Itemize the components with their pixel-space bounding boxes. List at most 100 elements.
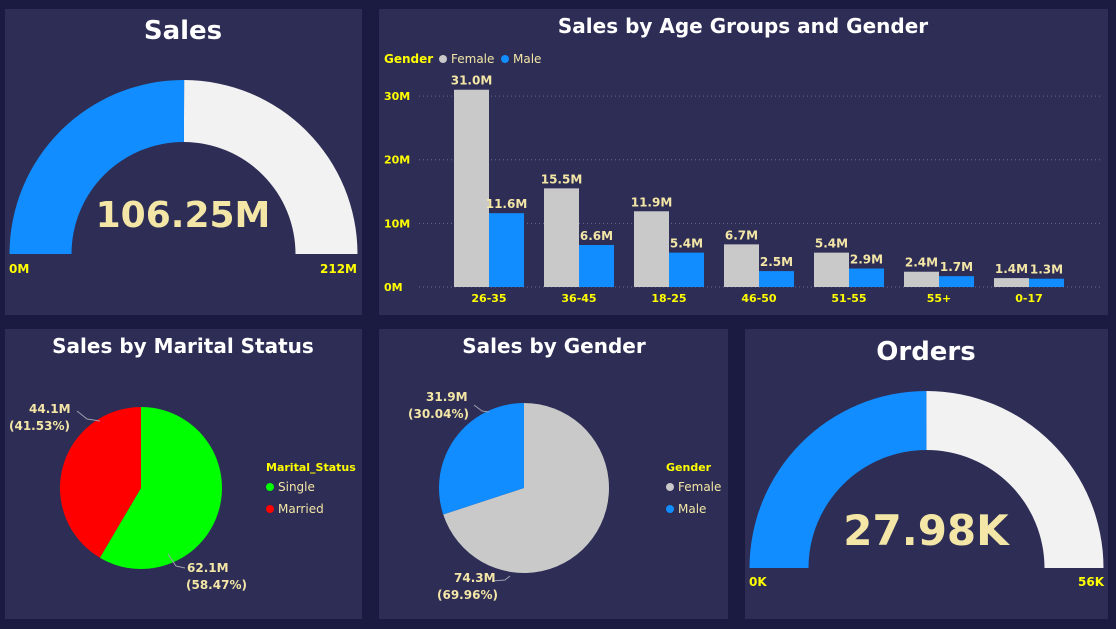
bar-x-axis: 26-35 36-45 18-25 46-50 51-55 55+ 0-17 xyxy=(471,292,1042,305)
female-slice-value-label: 74.3M xyxy=(454,571,496,585)
bar-y-tick-label: 20M xyxy=(384,154,410,167)
bar-x-tick-label: 36-45 xyxy=(561,292,596,305)
marital-legend-married-marker xyxy=(266,505,274,513)
pie-slice-female[interactable] xyxy=(443,403,609,573)
orders-gauge-min-label: 0K xyxy=(749,575,767,589)
marital-pie-slices xyxy=(60,407,223,569)
sales-gauge-max-label: 212M xyxy=(320,262,357,276)
orders-gauge-card: Orders 27.98K 0K 56K xyxy=(745,329,1108,619)
male-slice-percent-label: (30.04%) xyxy=(408,407,469,421)
bar-female-18-25[interactable] xyxy=(634,211,669,287)
marital-pie-title: Sales by Marital Status xyxy=(52,334,314,358)
age-gender-bar-card: Sales by Age Groups and Gender Gender Fe… xyxy=(379,9,1108,315)
gender-legend-title: Gender xyxy=(666,461,712,474)
bar-legend-female-label[interactable]: Female xyxy=(451,52,494,66)
bar-data-label: 11.6M xyxy=(486,197,528,211)
orders-gauge-value: 27.98K xyxy=(843,506,1010,555)
sales-gauge-chart: Sales 106.25M 0M 212M xyxy=(9,16,358,276)
single-slice-value-label: 62.1M xyxy=(187,561,229,575)
bar-legend-female-marker xyxy=(439,55,447,63)
single-leader-line xyxy=(167,553,186,569)
married-slice-value-label: 44.1M xyxy=(29,402,71,416)
bar-data-label: 2.4M xyxy=(905,256,938,270)
bar-data-label: 1.4M xyxy=(995,262,1028,276)
bar-male-18-25[interactable] xyxy=(669,252,704,287)
sales-gauge-fill xyxy=(9,80,185,255)
bar-male-26-35[interactable] xyxy=(489,213,524,287)
bar-female-36-45[interactable] xyxy=(544,188,579,287)
gender-legend-male-label[interactable]: Male xyxy=(678,502,706,516)
bar-legend-title: Gender xyxy=(384,52,433,66)
bar-legend-male-marker xyxy=(501,55,509,63)
marital-pie-chart: Sales by Marital Status Marital_Status S… xyxy=(9,334,356,592)
pie-slice-married[interactable] xyxy=(60,407,142,558)
bar-data-label: 11.9M xyxy=(631,195,673,209)
bar-x-tick-label: 51-55 xyxy=(831,292,866,305)
marital-legend-single-label[interactable]: Single xyxy=(278,480,315,494)
bar-female-51-55[interactable] xyxy=(814,252,849,287)
bar-x-tick-label: 46-50 xyxy=(741,292,777,305)
bar-data-label: 1.3M xyxy=(1030,263,1063,277)
male-leader-line xyxy=(473,404,490,413)
bar-y-axis: 0M 10M 20M 30M xyxy=(384,90,410,294)
bar-y-tick-label: 0M xyxy=(384,281,403,294)
bar-female-55+[interactable] xyxy=(904,271,939,287)
married-slice-percent-label: (41.53%) xyxy=(9,419,70,433)
marital-legend-single-marker xyxy=(266,483,274,491)
bar-x-tick-label: 18-25 xyxy=(651,292,686,305)
single-slice-percent-label: (58.47%) xyxy=(186,578,247,592)
sales-gauge-min-label: 0M xyxy=(9,262,29,276)
gender-pie-slices xyxy=(439,403,609,573)
bar-male-0-17[interactable] xyxy=(1029,278,1064,287)
male-slice-value-label: 31.9M xyxy=(426,390,468,404)
bar-female-26-35[interactable] xyxy=(454,89,489,288)
marital-legend-title: Marital_Status xyxy=(266,461,356,474)
bar-data-label: 6.6M xyxy=(580,229,613,243)
bar-x-tick-label: 0-17 xyxy=(1015,292,1043,305)
pie-slice-single[interactable] xyxy=(99,407,223,569)
bar-y-tick-label: 10M xyxy=(384,217,410,230)
bar-data-label: 2.5M xyxy=(760,255,793,269)
orders-gauge-title: Orders xyxy=(876,337,975,367)
bar-male-55+[interactable] xyxy=(939,276,974,287)
sales-gauge-value: 106.25M xyxy=(96,195,271,236)
bar-marks: 31.0M 11.6M 15.5M 6.6M 11.9M 5.4M 6.7M2.5M 5.4M… xyxy=(451,74,1064,288)
bar-female-0-17[interactable] xyxy=(994,278,1029,287)
marital-pie-card: Sales by Marital Status Marital_Status S… xyxy=(5,329,362,619)
bar-x-tick-label: 26-35 xyxy=(471,292,506,305)
gender-legend-female-label[interactable]: Female xyxy=(678,480,721,494)
bar-data-label: 31.0M xyxy=(451,74,493,88)
marital-legend-married-label[interactable]: Married xyxy=(278,502,324,516)
age-gender-bar-chart: Sales by Age Groups and Gender Gender Fe… xyxy=(384,14,1103,305)
gender-pie-title: Sales by Gender xyxy=(462,334,646,358)
bar-male-36-45[interactable] xyxy=(579,245,614,287)
sales-gauge-track xyxy=(183,80,358,255)
gender-pie-chart: Sales by Gender Gender Female Male 31.9M… xyxy=(408,334,721,602)
orders-gauge-max-label: 56K xyxy=(1078,575,1105,589)
bar-chart-title: Sales by Age Groups and Gender xyxy=(558,14,928,38)
sales-gauge-title: Sales xyxy=(144,16,222,46)
bar-data-label: 5.4M xyxy=(670,237,703,251)
bar-data-label: 15.5M xyxy=(541,172,583,186)
gender-pie-card: Sales by Gender Gender Female Male 31.9M… xyxy=(379,329,728,619)
orders-gauge-fill xyxy=(749,391,927,568)
bar-y-tick-label: 30M xyxy=(384,90,410,103)
orders-gauge-chart: Orders 27.98K 0K 56K xyxy=(749,337,1105,589)
pie-slice-male[interactable] xyxy=(439,403,524,515)
bar-data-label: 6.7M xyxy=(725,228,758,242)
bar-male-46-50[interactable] xyxy=(759,271,794,287)
orders-gauge-track xyxy=(926,391,1104,568)
bar-data-label: 5.4M xyxy=(815,237,848,251)
female-slice-percent-label: (69.96%) xyxy=(437,588,498,602)
gender-legend-male-marker xyxy=(666,505,674,513)
bar-data-label: 1.7M xyxy=(940,260,973,274)
married-leader-line xyxy=(76,410,101,422)
female-leader-line xyxy=(491,575,511,582)
gender-legend-female-marker xyxy=(666,483,674,491)
bar-male-51-55[interactable] xyxy=(849,268,884,287)
bar-female-46-50[interactable] xyxy=(724,244,759,287)
bar-x-tick-label: 55+ xyxy=(927,292,952,305)
bar-legend-male-label[interactable]: Male xyxy=(513,52,541,66)
bar-data-label: 2.9M xyxy=(850,253,883,267)
sales-gauge-card: Sales 106.25M 0M 212M xyxy=(5,9,362,315)
